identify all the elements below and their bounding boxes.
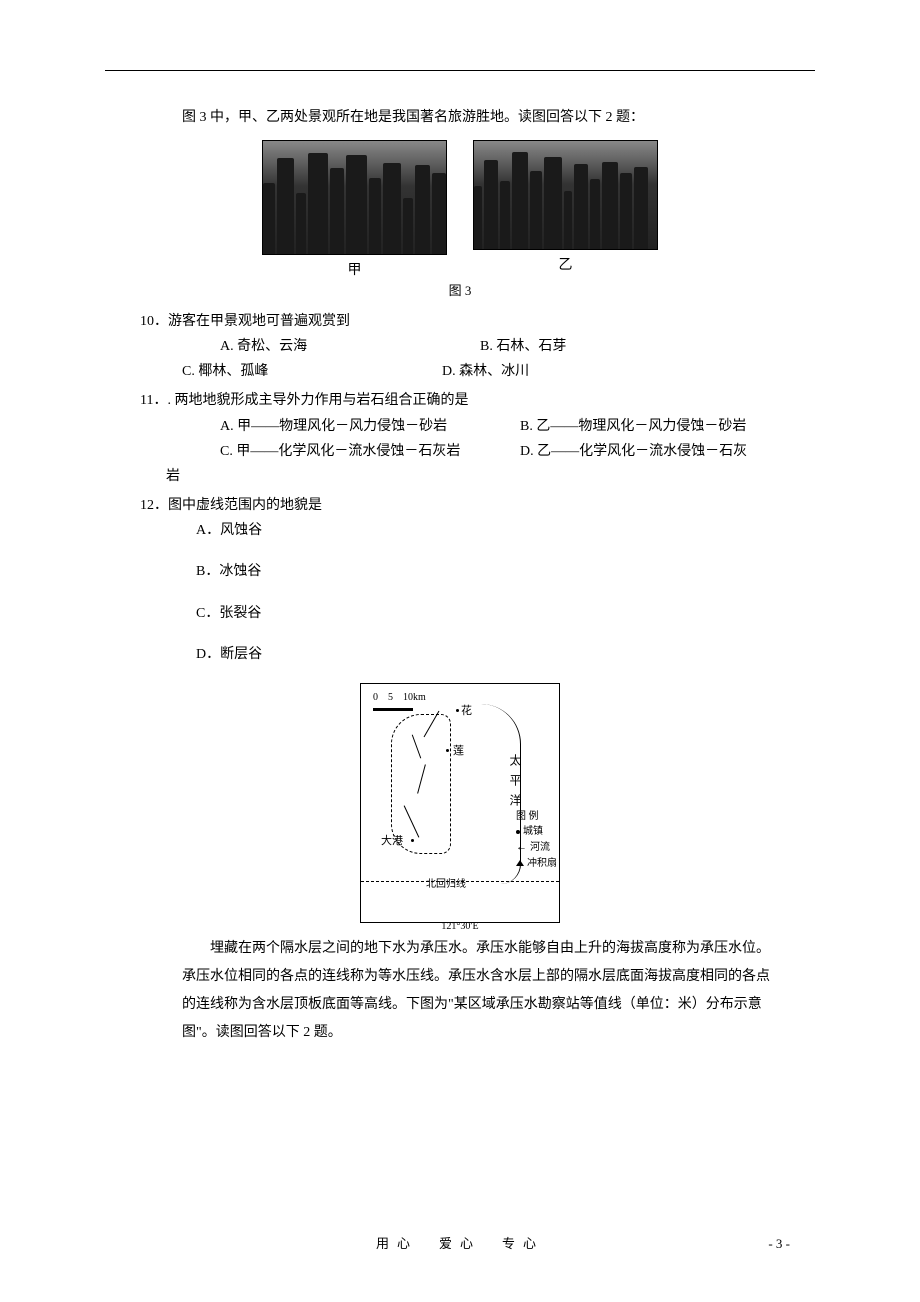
map-coord: 121°30′E	[441, 918, 478, 936]
q11-option-a: A. 甲——物理风化－风力侵蚀－砂岩	[220, 414, 520, 439]
q10-option-d: D. 森林、冰川	[442, 359, 529, 384]
map-container: 0 5 10km 花 莲 大港 太平洋 北回归线 图 例 城镇	[140, 683, 780, 923]
q10-option-a: A. 奇松、云海	[220, 334, 480, 359]
q11-stem: 11．. 两地地貌形成主导外力作用与岩石组合正确的是	[140, 388, 780, 413]
figure-3: 甲 乙	[140, 140, 780, 283]
paragraph-text: 埋藏在两个隔水层之间的地下水为承压水。承压水能够自由上升的海拔高度称为承压水位。…	[182, 935, 780, 1047]
map-place-lian: 莲	[453, 742, 464, 762]
page-number: - 3 -	[768, 1236, 790, 1252]
rock-formations-yi	[474, 152, 657, 249]
q12-option-a: A．风蚀谷	[196, 518, 780, 543]
figure-left-block: 甲	[262, 140, 447, 283]
map-ocean-label: 太平洋	[503, 754, 525, 814]
legend-fan-icon	[516, 860, 524, 866]
figure-right-block: 乙	[473, 140, 658, 283]
q12-option-d: D．断层谷	[196, 642, 780, 667]
q12-option-c: C．张裂谷	[196, 601, 780, 626]
map-scale: 0 5 10km	[373, 689, 426, 711]
legend-river-icon: ←	[516, 839, 527, 856]
map-tropic-label: 北回归线	[426, 876, 466, 894]
q10-options-row2: C. 椰林、孤峰 D. 森林、冰川	[182, 359, 780, 384]
map-city-1	[456, 709, 459, 712]
q10-stem: 10．游客在甲景观地可普遍观赏到	[140, 309, 780, 334]
legend-city: 城镇	[516, 824, 557, 839]
photo-jia	[262, 140, 447, 255]
map-legend: 图 例 城镇 ← 河流 冲积扇	[516, 809, 557, 871]
q10-option-b: B. 石林、石芽	[480, 334, 566, 359]
q10-options-row1: A. 奇松、云海 B. 石林、石芽	[220, 334, 780, 359]
question-12: 12．图中虚线范围内的地貌是 A．风蚀谷 B．冰蚀谷 C．张裂谷 D．断层谷	[140, 493, 780, 667]
q11-options: A. 甲——物理风化－风力侵蚀－砂岩 B. 乙——物理风化－风力侵蚀－砂岩 C.…	[220, 414, 780, 464]
q11-option-c: C. 甲——化学风化－流水侵蚀－石灰岩	[220, 439, 520, 464]
legend-title: 图 例	[516, 809, 557, 824]
map-city-3	[411, 839, 414, 842]
legend-river-text: 河流	[530, 840, 550, 855]
legend-fan: 冲积扇	[516, 856, 557, 871]
map-scale-text: 0 5 10km	[373, 692, 426, 703]
footer-text: 用心 爱心 专心	[376, 1233, 544, 1252]
map-city-2	[446, 749, 449, 752]
q11-option-b: B. 乙——物理风化－风力侵蚀－砂岩	[520, 414, 746, 439]
map-place-hua: 花	[461, 702, 472, 722]
legend-fan-text: 冲积扇	[527, 856, 557, 871]
map-scale-bar	[373, 708, 413, 711]
caption-yi: 乙	[559, 253, 573, 278]
legend-city-text: 城镇	[523, 824, 543, 839]
map-place-dagang: 大港	[381, 832, 403, 852]
q11-option-d-wrap: 岩	[166, 464, 780, 489]
q12-options: A．风蚀谷 B．冰蚀谷 C．张裂谷 D．断层谷	[196, 518, 780, 667]
caption-jia: 甲	[348, 258, 362, 283]
intro-text: 图 3 中，甲、乙两处景观所在地是我国著名旅游胜地。读图回答以下 2 题：	[182, 105, 780, 130]
question-10: 10．游客在甲景观地可普遍观赏到 A. 奇松、云海 B. 石林、石芽 C. 椰林…	[140, 309, 780, 385]
figure-label: 图 3	[140, 279, 780, 302]
page-top-border	[105, 70, 815, 71]
legend-river: ← 河流	[516, 839, 557, 856]
q12-option-b: B．冰蚀谷	[196, 559, 780, 584]
q10-option-c: C. 椰林、孤峰	[182, 359, 442, 384]
q11-option-d: D. 乙——化学风化－流水侵蚀－石灰	[520, 439, 747, 464]
q12-stem: 12．图中虚线范围内的地貌是	[140, 493, 780, 518]
question-11: 11．. 两地地貌形成主导外力作用与岩石组合正确的是 A. 甲——物理风化－风力…	[140, 388, 780, 489]
rock-formations-jia	[263, 153, 446, 255]
map-box: 0 5 10km 花 莲 大港 太平洋 北回归线 图 例 城镇	[360, 683, 560, 923]
page-content: 图 3 中，甲、乙两处景观所在地是我国著名旅游胜地。读图回答以下 2 题：	[0, 0, 920, 1047]
photo-yi	[473, 140, 658, 250]
legend-dot-icon	[516, 830, 520, 834]
